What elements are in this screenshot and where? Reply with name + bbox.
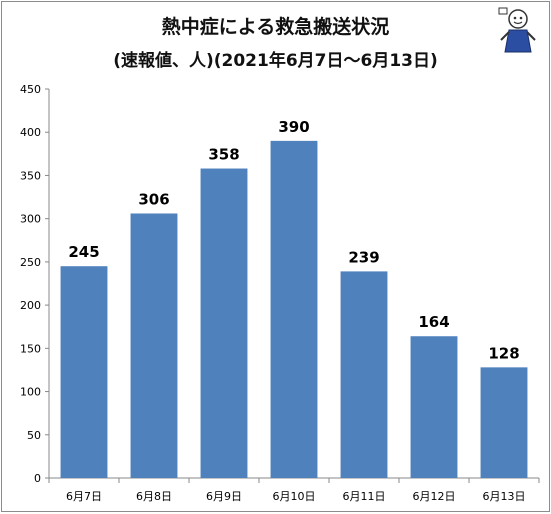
chart-title: 熱中症による救急搬送状況: [161, 16, 390, 38]
bar: [340, 271, 388, 478]
x-tick-label: 6月11日: [343, 490, 386, 503]
y-tick-label: 450: [20, 83, 41, 96]
bar: [60, 266, 108, 478]
bar: [480, 367, 528, 478]
x-tick-label: 6月12日: [413, 490, 456, 503]
data-label: 306: [138, 190, 169, 208]
bar: [410, 336, 458, 478]
data-label: 164: [418, 313, 449, 331]
y-tick-label: 350: [20, 169, 41, 182]
y-tick-label: 150: [20, 342, 41, 355]
data-label: 128: [488, 344, 519, 362]
data-label: 239: [348, 248, 379, 266]
x-tick-label: 6月7日: [66, 490, 102, 503]
mascot-logo-icon: [498, 7, 536, 53]
y-tick-label: 100: [20, 386, 41, 399]
data-label: 390: [278, 118, 309, 136]
data-label: 245: [68, 243, 99, 261]
data-label: 358: [208, 146, 239, 164]
bar: [130, 213, 178, 479]
y-tick-label: 200: [20, 299, 41, 312]
x-tick-label: 6月9日: [206, 490, 242, 503]
x-tick-label: 6月13日: [483, 490, 526, 503]
y-tick-label: 400: [20, 126, 41, 139]
y-tick-label: 0: [34, 472, 41, 485]
x-tick-label: 6月8日: [136, 490, 172, 503]
y-tick-label: 300: [20, 213, 41, 226]
chart-subtitle: (速報値、人)(2021年6月7日〜6月13日): [113, 51, 438, 71]
x-tick-label: 6月10日: [273, 490, 316, 503]
y-tick-label: 50: [27, 429, 41, 442]
bar: [200, 168, 248, 479]
y-tick-label: 250: [20, 256, 41, 269]
bar: [270, 140, 318, 478]
